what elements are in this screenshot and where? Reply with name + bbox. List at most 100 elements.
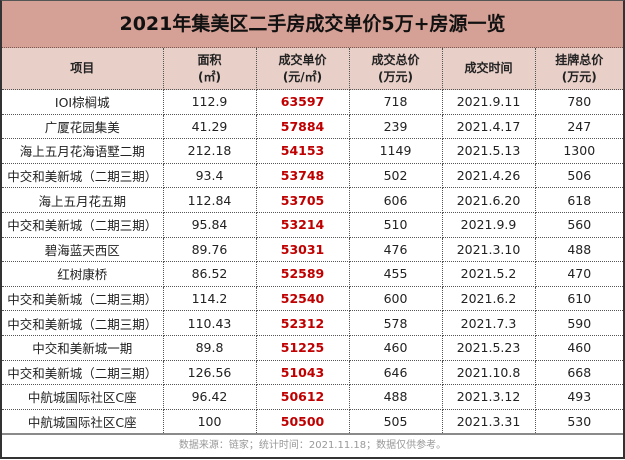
cell-list-price: 493 <box>535 384 623 410</box>
cell-unit-price: 50612 <box>256 384 350 410</box>
cell-area: 41.29 <box>163 114 257 140</box>
cell-date: 2021.4.17 <box>442 114 536 140</box>
cell-list-price: 618 <box>535 187 623 213</box>
cell-area: 93.4 <box>163 163 257 189</box>
cell-project: 中交和美新城一期 <box>2 335 164 361</box>
cell-area: 89.76 <box>163 237 257 263</box>
cell-total-price: 718 <box>349 89 443 115</box>
cell-unit-price: 57884 <box>256 114 350 140</box>
cell-area: 114.2 <box>163 286 257 312</box>
cell-total-price: 505 <box>349 409 443 436</box>
table-row: 中交和美新城（二期三期） 114.2 52540 600 2021.6.2 61… <box>2 286 623 312</box>
cell-list-price: 530 <box>535 409 623 436</box>
cell-area: 96.42 <box>163 384 257 410</box>
listing-table: 项目 面积 (㎡) 成交单价 (元/㎡) 成交总价 (万元) 成交时间 挂牌总价 (万元… <box>2 48 623 436</box>
cell-total-price: 1149 <box>349 138 443 164</box>
cell-area: 100 <box>163 409 257 436</box>
cell-unit-price: 53705 <box>256 187 350 213</box>
cell-project: 海上五月花五期 <box>2 187 164 213</box>
table-row: 中航城国际社区C座 100 50500 505 2021.3.31 530 <box>2 409 623 436</box>
col-header-list-price: 挂牌总价 (万元) <box>535 48 623 90</box>
cell-date: 2021.5.13 <box>442 138 536 164</box>
table-row: 海上五月花五期 112.84 53705 606 2021.6.20 618 <box>2 187 623 213</box>
cell-date: 2021.9.11 <box>442 89 536 115</box>
cell-total-price: 578 <box>349 310 443 336</box>
cell-unit-price: 53748 <box>256 163 350 189</box>
cell-unit-price: 54153 <box>256 138 350 164</box>
cell-area: 95.84 <box>163 212 257 238</box>
cell-total-price: 600 <box>349 286 443 312</box>
cell-unit-price: 52589 <box>256 261 350 287</box>
table-title: 2021年集美区二手房成交单价5万+房源一览 <box>2 1 623 48</box>
header-row: 项目 面积 (㎡) 成交单价 (元/㎡) 成交总价 (万元) 成交时间 挂牌总价 (万元… <box>2 48 623 90</box>
cell-date: 2021.5.2 <box>442 261 536 287</box>
table-row: 中交和美新城（二期三期） 110.43 52312 578 2021.7.3 5… <box>2 310 623 336</box>
cell-unit-price: 50500 <box>256 409 350 436</box>
cell-project: 中交和美新城（二期三期） <box>2 286 164 312</box>
table-row: 中交和美新城（二期三期） 126.56 51043 646 2021.10.8 … <box>2 360 623 386</box>
cell-unit-price: 52312 <box>256 310 350 336</box>
cell-area: 89.8 <box>163 335 257 361</box>
table-row: 中交和美新城（二期三期） 95.84 53214 510 2021.9.9 56… <box>2 212 623 238</box>
table-row: 广厦花园集美 41.29 57884 239 2021.4.17 247 <box>2 114 623 140</box>
col-header-unit-price: 成交单价 (元/㎡) <box>256 48 350 90</box>
cell-date: 2021.7.3 <box>442 310 536 336</box>
cell-date: 2021.4.26 <box>442 163 536 189</box>
cell-project: IOI棕榈城 <box>2 89 164 115</box>
table-row: 海上五月花海语墅二期 212.18 54153 1149 2021.5.13 1… <box>2 138 623 164</box>
cell-date: 2021.6.2 <box>442 286 536 312</box>
cell-project: 广厦花园集美 <box>2 114 164 140</box>
cell-area: 126.56 <box>163 360 257 386</box>
cell-area: 86.52 <box>163 261 257 287</box>
cell-area: 112.9 <box>163 89 257 115</box>
table-row: 中交和美新城（二期三期） 93.4 53748 502 2021.4.26 50… <box>2 163 623 189</box>
cell-total-price: 476 <box>349 237 443 263</box>
cell-date: 2021.10.8 <box>442 360 536 386</box>
cell-total-price: 239 <box>349 114 443 140</box>
cell-list-price: 610 <box>535 286 623 312</box>
cell-total-price: 510 <box>349 212 443 238</box>
cell-area: 110.43 <box>163 310 257 336</box>
cell-list-price: 780 <box>535 89 623 115</box>
cell-date: 2021.5.23 <box>442 335 536 361</box>
cell-project: 中交和美新城（二期三期） <box>2 360 164 386</box>
cell-total-price: 460 <box>349 335 443 361</box>
cell-list-price: 247 <box>535 114 623 140</box>
cell-total-price: 606 <box>349 187 443 213</box>
col-header-date: 成交时间 <box>442 48 536 90</box>
cell-total-price: 488 <box>349 384 443 410</box>
cell-list-price: 460 <box>535 335 623 361</box>
cell-project: 中交和美新城（二期三期） <box>2 212 164 238</box>
cell-unit-price: 51043 <box>256 360 350 386</box>
cell-list-price: 560 <box>535 212 623 238</box>
cell-date: 2021.3.31 <box>442 409 536 436</box>
cell-total-price: 646 <box>349 360 443 386</box>
cell-list-price: 1300 <box>535 138 623 164</box>
cell-project: 海上五月花海语墅二期 <box>2 138 164 164</box>
cell-project: 红树康桥 <box>2 261 164 287</box>
cell-area: 212.18 <box>163 138 257 164</box>
cell-date: 2021.9.9 <box>442 212 536 238</box>
col-header-project: 项目 <box>2 48 164 90</box>
cell-unit-price: 63597 <box>256 89 350 115</box>
cell-project: 中航城国际社区C座 <box>2 384 164 410</box>
cell-total-price: 455 <box>349 261 443 287</box>
cell-project: 碧海蓝天西区 <box>2 237 164 263</box>
cell-unit-price: 51225 <box>256 335 350 361</box>
cell-project: 中交和美新城（二期三期） <box>2 163 164 189</box>
cell-list-price: 470 <box>535 261 623 287</box>
cell-unit-price: 52540 <box>256 286 350 312</box>
cell-unit-price: 53214 <box>256 212 350 238</box>
table-row: 红树康桥 86.52 52589 455 2021.5.2 470 <box>2 261 623 287</box>
cell-unit-price: 53031 <box>256 237 350 263</box>
source-footnote: 数据来源：链家；统计时间：2021.11.18；数据仅供参考。 <box>178 440 447 452</box>
cell-list-price: 506 <box>535 163 623 189</box>
table-row: IOI棕榈城 112.9 63597 718 2021.9.11 780 <box>2 89 623 115</box>
cell-project: 中航城国际社区C座 <box>2 409 164 436</box>
cell-list-price: 488 <box>535 237 623 263</box>
cell-date: 2021.3.10 <box>442 237 536 263</box>
cell-list-price: 590 <box>535 310 623 336</box>
cell-list-price: 668 <box>535 360 623 386</box>
cell-date: 2021.3.12 <box>442 384 536 410</box>
table-row: 碧海蓝天西区 89.76 53031 476 2021.3.10 488 <box>2 237 623 263</box>
